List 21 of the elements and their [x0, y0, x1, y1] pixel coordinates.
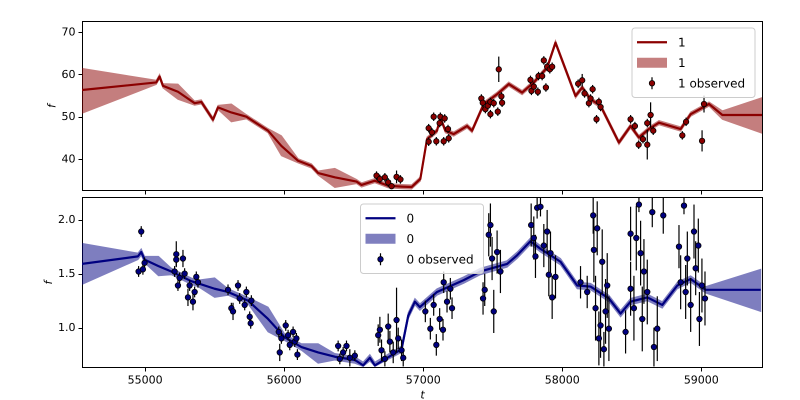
y-tick-label: 1.0 [58, 321, 76, 334]
text: 0 [406, 211, 414, 226]
text: 1 [678, 56, 686, 70]
y-tick-label: 40 [62, 152, 76, 166]
y-tick-label: 2.0 [58, 213, 76, 226]
x-tick-label: 56000 [266, 374, 302, 386]
legend-label: 1 observed [678, 76, 746, 90]
x-tick-label: 55000 [128, 374, 163, 386]
legend-label: 0 [406, 232, 414, 246]
y-tick-label: 60 [62, 68, 76, 81]
y-tick-label: 1.5 [58, 267, 76, 280]
x-tick-label: 59000 [684, 374, 719, 386]
x-tick-label: 58000 [544, 374, 580, 386]
y-tick-label: 50 [62, 110, 76, 124]
legend-label: 0 observed [406, 252, 474, 266]
y-axis-title: f [42, 278, 56, 284]
y-tick-label: 70 [62, 26, 76, 39]
x-tick-label: 57000 [406, 374, 441, 386]
y-axis-title: f [46, 102, 59, 108]
legend-label: 1 [678, 35, 686, 50]
x-axis-title: t [420, 388, 426, 400]
